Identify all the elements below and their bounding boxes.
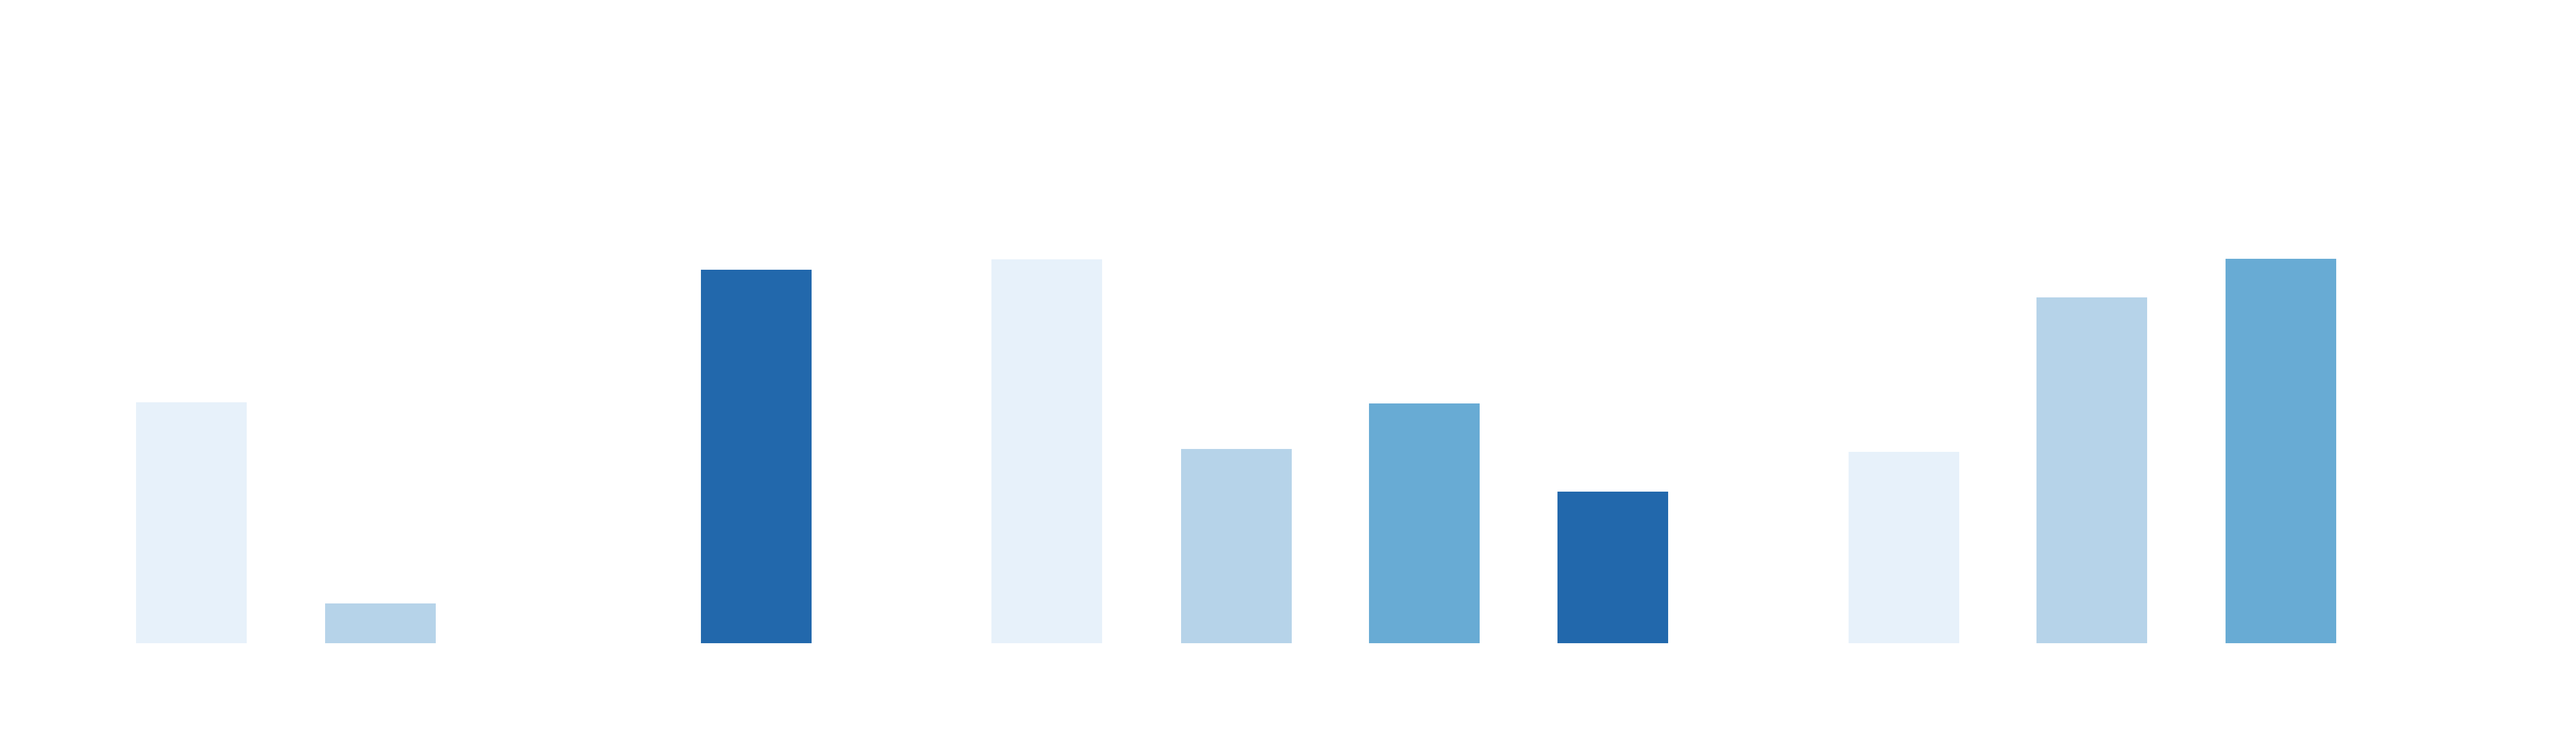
bar-group2-series4: [1557, 492, 1668, 643]
bar-group3-series3: [2226, 259, 2336, 643]
bar-group1-series2: [325, 603, 436, 643]
bar-group3-series2: [2036, 297, 2147, 643]
bar-group2-series2: [1181, 449, 1292, 643]
bar-group1-series4: [701, 270, 812, 643]
bar-group3-series1: [1849, 452, 1959, 643]
bar-group2-series1: [991, 259, 1102, 643]
bar-group1-series1: [136, 402, 247, 643]
bar-group2-series3: [1369, 403, 1480, 643]
